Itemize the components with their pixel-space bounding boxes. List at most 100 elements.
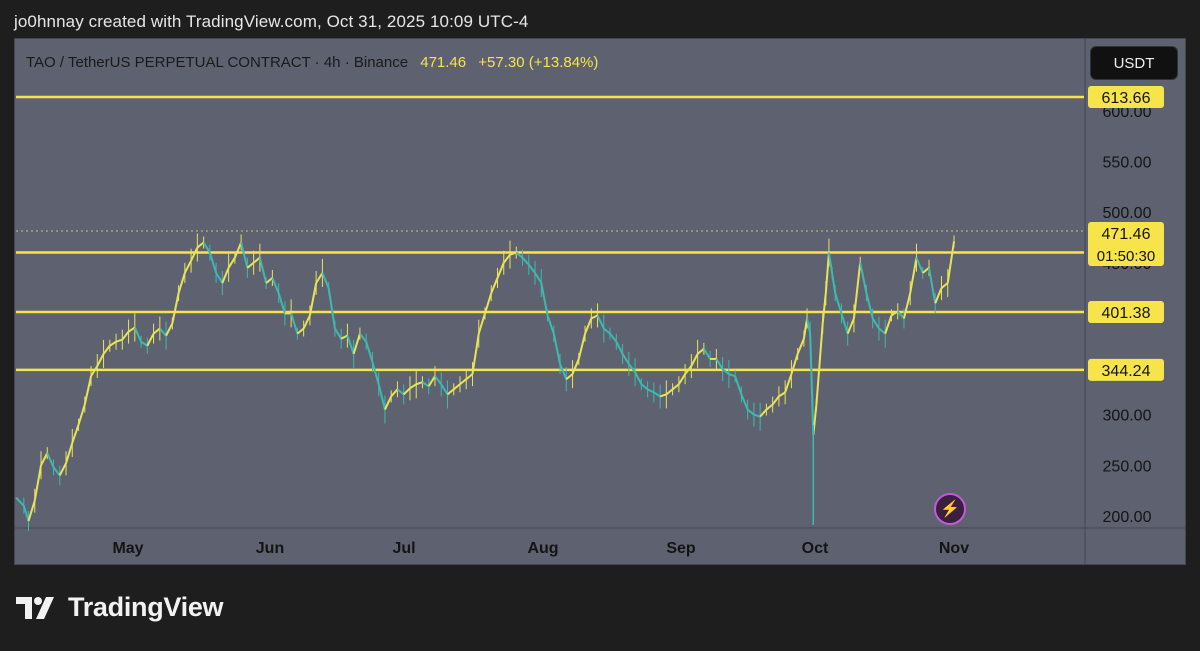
price-segment [577,333,587,360]
price-segment [96,353,105,367]
price-segment [252,256,261,264]
price-segment [77,404,86,426]
price-segment [271,277,280,294]
price-segment [121,330,130,341]
price-segment [728,373,736,378]
price-segment [183,260,192,274]
price-segment [340,334,348,340]
price-segment [240,242,249,269]
price-segment [384,395,393,410]
price-segment [459,378,467,386]
price-segment [403,387,411,396]
currency-button[interactable]: USDT [1090,46,1178,80]
price-segment [290,313,299,334]
price-segment [196,241,205,249]
price-segment [827,252,834,274]
tv-logo-icon [16,596,54,619]
symbol-legend: TAO / TetherUS PERPETUAL CONTRACT · 4h ·… [26,54,598,71]
x-tick-label: Sep [666,540,696,557]
price-segment [806,318,812,334]
price-segment [653,391,661,398]
price-segment [540,282,549,316]
y-tick-label: 550.00 [1103,155,1152,172]
chart-credit: jo0hnnay created with TradingView.com, O… [14,12,529,31]
price-segment [784,373,793,393]
lightning-icon[interactable]: ⚡ [934,493,966,525]
price-segment [715,358,724,370]
price-segment [453,383,461,391]
price-segment [890,310,899,317]
price-segment [521,257,530,266]
level-price-label-text: 401.38 [1102,305,1151,322]
price-segment [58,462,67,476]
price-segment [465,373,474,380]
price-segment [490,277,499,294]
price-segment [396,388,405,396]
price-segment [815,363,821,405]
price-segment [40,452,49,466]
level-price-label-bg [1088,300,1164,323]
price-segment [258,257,268,284]
price-segment [759,408,768,418]
price-segment [946,241,955,284]
price-segment [809,333,815,435]
price-segment [928,267,937,304]
price-segment [371,361,380,385]
price-segment [415,381,423,386]
last-price-label-text: 471.46 [1102,226,1151,243]
price-segment [171,292,180,324]
price-segment [703,348,711,360]
price-segment [133,327,142,343]
price-segment [753,413,761,418]
price-segment [46,452,55,468]
price-segment [327,287,336,329]
price-segment [233,242,243,259]
price-change: +57.30 (+13.84%) [478,54,599,71]
price-segment [152,327,161,335]
price-segment [83,375,93,405]
price-segment [334,328,343,340]
price-segment [565,373,574,380]
price-segment [671,383,680,391]
y-tick-label: 500.00 [1103,205,1152,222]
tradingview-logo: TradingView [16,592,224,623]
price-segment [140,340,148,347]
price-segment [765,403,774,411]
price-segment [27,500,36,522]
price-segment [834,292,843,314]
price-segment [940,282,949,289]
price-segment [922,267,930,274]
price-segment [678,373,686,385]
price-segment [934,287,943,304]
chart-area[interactable] [14,38,1186,565]
y-tick-label: 300.00 [1103,408,1152,425]
x-tick-label: May [112,540,143,557]
price-segment [659,393,667,398]
price-segment [821,293,827,324]
price-segment [647,388,655,394]
x-tick-label: Jul [392,540,415,557]
price-segment [590,314,598,320]
price-segment [734,375,743,395]
level-price-label-text: 344.24 [1102,363,1151,380]
price-segment [696,348,705,355]
price-segment [90,365,99,377]
price-segment [831,272,837,294]
price-segment [496,262,505,279]
price-segment [747,408,755,416]
price-segment [208,252,218,274]
price-segment [684,365,693,375]
price-segment [665,388,674,396]
price-segment [421,381,430,388]
bar-countdown: 01:50:30 [1097,248,1155,265]
price-segment [640,383,649,391]
price-segment [634,371,643,385]
price-segment [65,442,74,464]
x-tick-label: Nov [939,540,969,557]
price-segment [71,424,80,444]
price-segment [308,282,318,316]
price-segment [346,335,355,355]
price-segment [690,353,699,367]
price-segment [796,338,805,355]
